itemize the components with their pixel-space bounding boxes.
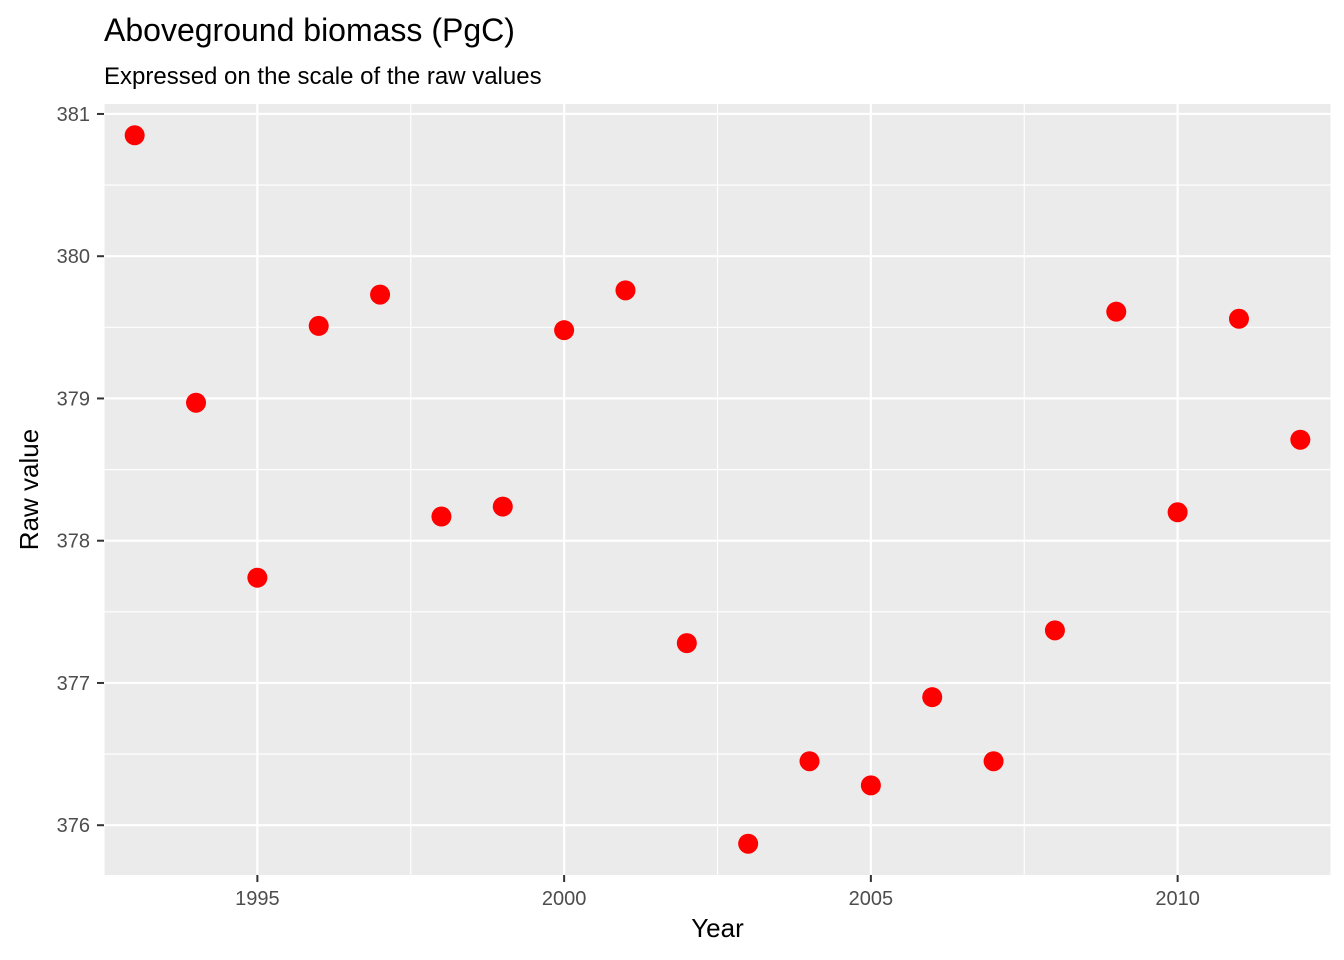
y-tick-label: 379 [57, 388, 90, 410]
data-point [247, 567, 268, 588]
y-tick-label: 376 [57, 815, 90, 837]
data-point [860, 775, 881, 796]
data-point [1167, 502, 1188, 523]
data-point [615, 280, 636, 301]
data-point [492, 496, 513, 517]
y-tick-label: 381 [57, 104, 90, 126]
data-points [124, 125, 1311, 854]
data-point [799, 751, 820, 772]
minor-gridlines [103, 104, 1332, 875]
data-point [983, 751, 1004, 772]
data-point [370, 284, 391, 305]
chart-subtitle: Expressed on the scale of the raw values [104, 63, 542, 90]
data-point [1044, 620, 1065, 641]
y-axis: 376 377 378 379 380 381 [57, 104, 104, 837]
data-point [922, 687, 943, 708]
data-point [676, 633, 697, 654]
data-point [1228, 308, 1249, 329]
data-point [1106, 301, 1127, 322]
x-tick-label: 2005 [849, 888, 894, 910]
data-point [554, 320, 575, 341]
x-tick-label: 2000 [542, 888, 587, 910]
y-tick-label: 378 [57, 531, 90, 553]
data-point [431, 506, 452, 527]
x-axis: 1995 2000 2005 2010 [235, 875, 1200, 910]
x-tick-label: 2010 [1155, 888, 1200, 910]
data-point [124, 125, 145, 146]
y-tick-label: 377 [57, 673, 90, 695]
data-point [738, 833, 759, 854]
data-point [186, 392, 207, 413]
y-axis-title: Raw value [14, 429, 44, 550]
x-tick-label: 1995 [235, 888, 280, 910]
y-tick-label: 380 [57, 246, 90, 268]
chart-title: Aboveground biomass (PgC) [104, 12, 515, 48]
data-point [1290, 429, 1311, 450]
x-axis-title: Year [691, 913, 744, 943]
data-point [308, 315, 329, 336]
major-gridlines [104, 104, 1331, 875]
